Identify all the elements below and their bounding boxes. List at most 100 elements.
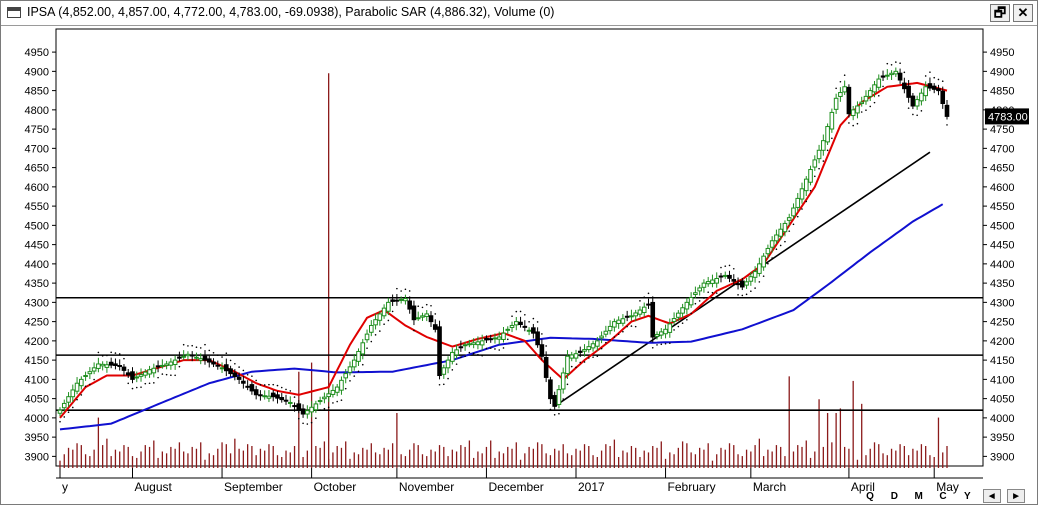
sar-dot	[822, 160, 825, 162]
compare-button[interactable]: C	[939, 491, 947, 502]
candle-body	[676, 312, 681, 318]
y-tick-label-left: 4300	[25, 297, 49, 309]
candle	[351, 353, 357, 371]
sar-dot	[852, 124, 854, 127]
candle	[863, 90, 869, 105]
sar-dot	[741, 294, 744, 297]
sar-dot	[583, 361, 586, 363]
y-tick-label-left: 4250	[25, 317, 49, 329]
candle-body	[944, 104, 950, 117]
candle-body	[637, 309, 643, 315]
candle	[424, 310, 430, 322]
candle-body	[893, 70, 899, 75]
y-tick-label-right: 4950	[990, 47, 1014, 59]
candle-body	[667, 323, 673, 333]
restore-button[interactable]: 🗗	[990, 4, 1010, 22]
candle-body	[816, 149, 822, 160]
y-tick-label-left: 4050	[25, 394, 49, 406]
sar-dot	[647, 292, 650, 295]
candle	[927, 77, 933, 92]
sar-dot	[391, 310, 394, 313]
candle	[364, 329, 370, 343]
price-chart[interactable]: 3900 3900 3950 3950 4000 4000 4050 4050 4100 4100…	[1, 26, 1037, 504]
candle	[650, 296, 656, 343]
candle-body	[74, 382, 80, 392]
candle-body	[437, 326, 442, 377]
sar-dot	[63, 416, 66, 418]
candle	[339, 376, 344, 395]
month-button[interactable]: M	[914, 491, 923, 502]
sar-dot	[519, 310, 522, 313]
y-tick-label-right: 4150	[990, 355, 1014, 367]
sar-dot	[715, 292, 718, 294]
candle	[147, 365, 152, 378]
sar-dot	[587, 357, 590, 359]
candle-body	[808, 169, 813, 183]
candle-body	[586, 346, 592, 351]
candle	[919, 88, 924, 106]
candle-body	[526, 329, 532, 332]
candle-body	[441, 367, 447, 375]
candle	[181, 350, 186, 361]
candle	[748, 272, 754, 286]
sar-dot	[890, 64, 893, 66]
candle	[74, 377, 80, 395]
candle	[641, 302, 647, 317]
sar-dot	[127, 382, 130, 385]
y-tick-label-left: 4450	[25, 240, 49, 252]
window-title: IPSA (4,852.00, 4,857.00, 4,772.00, 4,78…	[27, 5, 555, 19]
candle	[569, 351, 575, 362]
candle	[714, 272, 720, 288]
candle	[616, 316, 621, 329]
candle-body	[914, 99, 920, 107]
candle-body	[518, 321, 523, 326]
month-label: 2017	[578, 480, 605, 494]
candle	[172, 355, 178, 370]
day-button[interactable]: D	[890, 491, 898, 502]
candle	[612, 318, 617, 332]
candle-body	[880, 75, 886, 78]
sar-dot	[67, 411, 70, 414]
candle	[317, 396, 323, 405]
sar-dot	[387, 319, 390, 322]
y-tick-label-left: 4350	[25, 278, 49, 290]
sar-dot	[831, 137, 833, 140]
sar-dot	[255, 379, 257, 382]
candle-body	[919, 92, 924, 102]
close-button[interactable]: ✕	[1013, 4, 1033, 22]
y-tick-label-left: 4200	[25, 336, 49, 348]
quarter-button[interactable]: Q	[866, 491, 874, 502]
sar-dot	[600, 347, 603, 350]
candle-body	[791, 207, 796, 217]
y-tick-label-left: 4900	[25, 66, 49, 78]
candle	[245, 380, 250, 391]
candle-body	[850, 109, 856, 117]
candle-body	[130, 371, 135, 380]
candle	[705, 276, 711, 287]
sar-dot	[370, 340, 373, 343]
candle-body	[155, 365, 161, 368]
year-button[interactable]: Y	[964, 491, 971, 502]
y-tick-label-right: 4600	[990, 182, 1014, 194]
sar-dot	[805, 200, 808, 203]
candle-body	[160, 364, 165, 367]
sar-dot	[895, 61, 897, 63]
candle-body	[403, 298, 408, 302]
candle	[513, 316, 519, 331]
candle-body	[309, 406, 314, 413]
candle	[582, 344, 587, 357]
y-tick-label-right: 4350	[990, 278, 1014, 290]
candle	[812, 155, 818, 171]
sar-dot	[711, 291, 714, 294]
sar-dot	[728, 264, 731, 267]
candle	[232, 369, 238, 381]
candle	[624, 310, 630, 322]
sar-dot	[686, 318, 688, 321]
candle	[185, 351, 191, 361]
sar-dot	[216, 354, 219, 356]
candle	[142, 369, 148, 379]
candle	[334, 383, 340, 397]
scroll-left-button[interactable]: ◄	[982, 489, 1001, 503]
sar-dot	[933, 76, 936, 79]
scroll-right-button[interactable]: ►	[1007, 489, 1026, 503]
